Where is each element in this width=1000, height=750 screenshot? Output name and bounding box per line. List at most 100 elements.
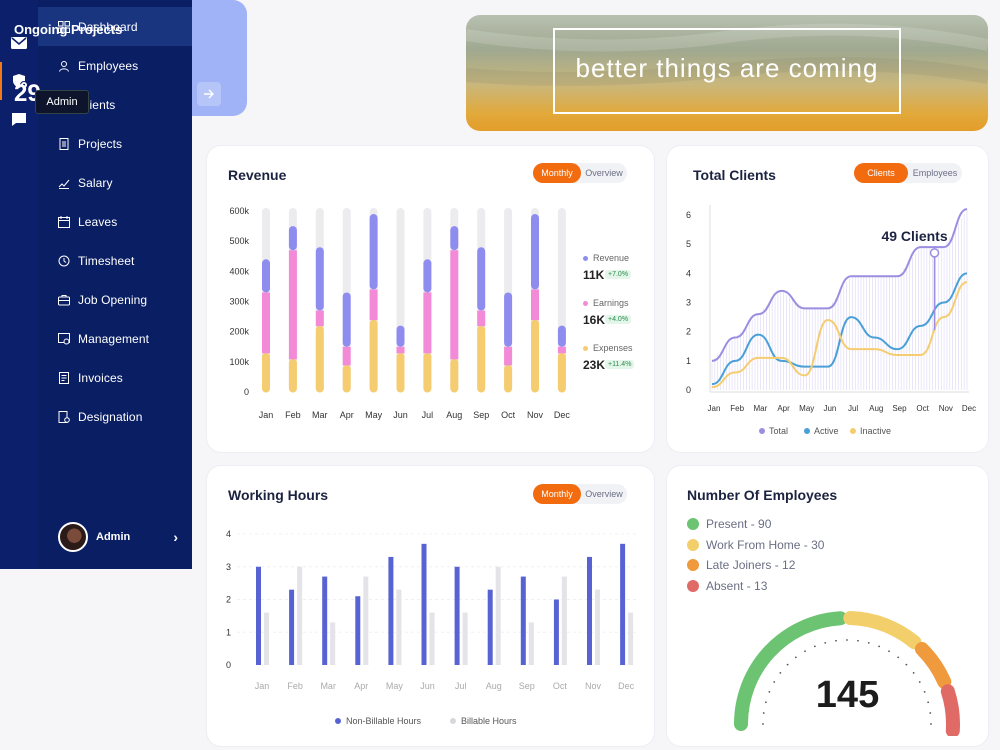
bar-segment-earnings[interactable]	[369, 289, 378, 321]
line-active[interactable]	[711, 272, 968, 386]
bar-non-billable-hours[interactable]	[355, 596, 361, 665]
sidebar-item-projects[interactable]: Projects	[38, 124, 192, 163]
sidebar-item-job-opening[interactable]: Job Opening	[38, 280, 192, 319]
mail-icon[interactable]	[0, 24, 38, 62]
chat-icon[interactable]	[0, 100, 38, 138]
y-tick-label: 300k	[229, 297, 249, 307]
sidebar-item-dashboard[interactable]: Dashboard	[38, 7, 192, 46]
bar-segment-revenue[interactable]	[423, 259, 432, 293]
gauge-present[interactable]	[734, 611, 848, 731]
bar-billable-hours[interactable]	[396, 589, 402, 665]
bar-non-billable-hours[interactable]	[388, 556, 394, 665]
bar-billable-hours[interactable]	[595, 589, 600, 665]
gauge-late[interactable]	[914, 642, 952, 689]
bar-non-billable-hours[interactable]	[421, 543, 427, 665]
bar-segment-revenue[interactable]	[557, 325, 566, 347]
bar-billable-hours[interactable]	[528, 622, 534, 665]
bar-non-billable-hours[interactable]	[322, 576, 328, 665]
annotation-marker[interactable]	[929, 248, 940, 258]
bar-segment-revenue[interactable]	[315, 247, 324, 311]
bar-non-billable-hours[interactable]	[256, 566, 261, 665]
profile-menu[interactable]: Admin ›	[58, 521, 178, 553]
bar-segment-revenue[interactable]	[504, 292, 513, 347]
sidebar-item-salary[interactable]: Salary	[38, 163, 192, 202]
tab-employees[interactable]: Employees	[912, 168, 958, 178]
bar-non-billable-hours[interactable]	[487, 589, 493, 665]
tab-overview[interactable]: Overview	[585, 168, 623, 178]
sidebar-item-designation[interactable]: Designation	[38, 397, 192, 436]
legend-label: Work From Home - 30	[706, 537, 825, 552]
gauge-wfh[interactable]	[843, 611, 922, 650]
bar-segment-revenue[interactable]	[450, 226, 459, 251]
sidebar-item-leaves[interactable]: Leaves	[38, 202, 192, 241]
tab-monthly[interactable]: Monthly	[533, 163, 581, 183]
admin-shield-icon[interactable]	[0, 62, 38, 100]
x-tick-label: Sep	[519, 681, 535, 691]
bar-billable-hours[interactable]	[264, 612, 269, 665]
line-total[interactable]	[711, 208, 968, 362]
bar-segment-expenses[interactable]	[262, 352, 270, 393]
bar-non-billable-hours[interactable]	[587, 556, 592, 665]
bar-segment-expenses[interactable]	[369, 319, 378, 393]
x-tick-label: Apr	[354, 681, 368, 691]
bar-segment-revenue[interactable]	[288, 226, 297, 251]
bar-non-billable-hours[interactable]	[553, 599, 559, 666]
x-tick-label: Jun	[393, 410, 408, 420]
bar-segment-earnings[interactable]	[423, 292, 432, 354]
bar-billable-hours[interactable]	[561, 576, 567, 665]
employee-legend-item: Absent - 13	[687, 579, 767, 593]
bar-segment-revenue[interactable]	[369, 214, 378, 290]
bar-segment-earnings[interactable]	[315, 310, 324, 327]
bar-segment-earnings[interactable]	[342, 346, 351, 366]
bar-segment-earnings[interactable]	[477, 310, 486, 327]
revenue-card: Revenue Monthly Overview 0 100k 200k 300k 40…	[207, 146, 654, 452]
sidebar-item-label: Projects	[78, 136, 123, 151]
employees-total: 145	[815, 674, 880, 716]
sidebar-item-employees[interactable]: Employees	[38, 46, 192, 85]
sidebar-item-management[interactable]: Management	[38, 319, 192, 358]
bar-segment-earnings[interactable]	[288, 250, 297, 360]
bar-segment-revenue[interactable]	[262, 259, 270, 293]
bar-segment-expenses[interactable]	[315, 325, 324, 393]
bar-billable-hours[interactable]	[495, 566, 501, 665]
bar-billable-hours[interactable]	[363, 576, 369, 665]
bar-billable-hours[interactable]	[429, 612, 435, 665]
bar-segment-expenses[interactable]	[423, 352, 432, 393]
bar-billable-hours[interactable]	[297, 566, 303, 665]
bar-segment-revenue[interactable]	[477, 247, 486, 311]
tab-clients[interactable]: Clients	[854, 163, 908, 183]
sidebar-item-label: Job Opening	[78, 292, 148, 307]
bar-segment-earnings[interactable]	[504, 346, 513, 366]
bar-non-billable-hours[interactable]	[620, 543, 626, 665]
bar-segment-earnings[interactable]	[262, 292, 270, 354]
bar-billable-hours[interactable]	[628, 612, 634, 665]
bar-segment-earnings[interactable]	[557, 346, 566, 354]
bar-segment-expenses[interactable]	[342, 364, 351, 393]
sidebar-item-timesheet[interactable]: Timesheet	[38, 241, 192, 280]
bar-segment-revenue[interactable]	[396, 325, 405, 347]
bar-segment-revenue[interactable]	[342, 292, 351, 347]
sidebar-item-invoices[interactable]: Invoices	[38, 358, 192, 397]
employees-gauge	[734, 611, 960, 736]
arrow-right-icon[interactable]	[197, 82, 221, 106]
bar-segment-expenses[interactable]	[557, 352, 566, 393]
bar-segment-revenue[interactable]	[531, 214, 539, 290]
bar-non-billable-hours[interactable]	[520, 576, 526, 665]
bar-segment-expenses[interactable]	[504, 364, 513, 393]
tab-overview[interactable]: Overview	[585, 489, 623, 499]
bar-segment-expenses[interactable]	[396, 352, 405, 393]
bar-non-billable-hours[interactable]	[454, 566, 460, 665]
bar-billable-hours[interactable]	[330, 622, 336, 665]
bar-segment-expenses[interactable]	[477, 325, 486, 393]
bar-segment-earnings[interactable]	[396, 346, 405, 354]
bar-segment-expenses[interactable]	[450, 358, 459, 393]
tab-monthly[interactable]: Monthly	[533, 484, 581, 504]
bar-segment-expenses[interactable]	[288, 358, 297, 393]
gauge-absent[interactable]	[940, 684, 960, 736]
bar-non-billable-hours[interactable]	[289, 589, 295, 665]
bar-billable-hours[interactable]	[462, 612, 468, 665]
bar-segment-expenses[interactable]	[531, 319, 539, 393]
bar-segment-earnings[interactable]	[531, 289, 539, 321]
bar-segment-earnings[interactable]	[450, 250, 459, 360]
line-inactive[interactable]	[711, 281, 968, 389]
